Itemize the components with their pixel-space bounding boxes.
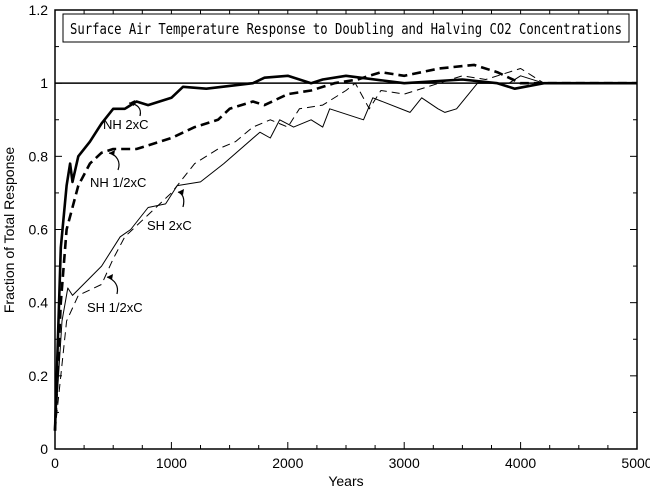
y-tick-label: 0.4 xyxy=(29,295,49,311)
arrowhead-icon xyxy=(109,150,115,156)
x-tick-label: 1000 xyxy=(156,455,187,471)
y-tick-label: 0.2 xyxy=(29,368,49,384)
series-line-sh-2xc xyxy=(54,75,637,431)
y-axis-label: Fraction of Total Response xyxy=(1,147,17,313)
series-line-sh-1-2xc xyxy=(54,68,637,431)
x-tick-label: 2000 xyxy=(272,455,303,471)
arrowhead-icon xyxy=(129,100,135,106)
annotation-label: NH 2xC xyxy=(103,117,149,132)
y-tick-label: 1 xyxy=(40,75,48,91)
annotation-label: SH 2xC xyxy=(147,218,192,233)
arrowhead-icon xyxy=(107,274,113,280)
x-tick-label: 0 xyxy=(51,455,59,471)
x-tick-label: 5000 xyxy=(621,455,650,471)
annotation-label: NH 1/2xC xyxy=(90,175,146,190)
y-tick-label: 0 xyxy=(40,441,48,457)
series-line-nh-2xc xyxy=(53,74,637,431)
x-tick-label: 3000 xyxy=(389,455,420,471)
x-axis-label: Years xyxy=(328,473,363,489)
y-tick-label: 0.8 xyxy=(29,148,49,164)
annotation-arrow xyxy=(106,276,119,295)
x-tick-label: 4000 xyxy=(505,455,536,471)
annotation-label: SH 1/2xC xyxy=(87,300,143,315)
title-box xyxy=(62,13,630,43)
series-line-nh-1-2xc xyxy=(53,63,637,431)
chart-title: Surface Air Temperature Response to Doub… xyxy=(70,20,622,38)
arrowhead-icon xyxy=(178,189,184,195)
y-tick-label: 1.2 xyxy=(29,2,49,18)
y-tick-label: 0.6 xyxy=(29,222,49,238)
